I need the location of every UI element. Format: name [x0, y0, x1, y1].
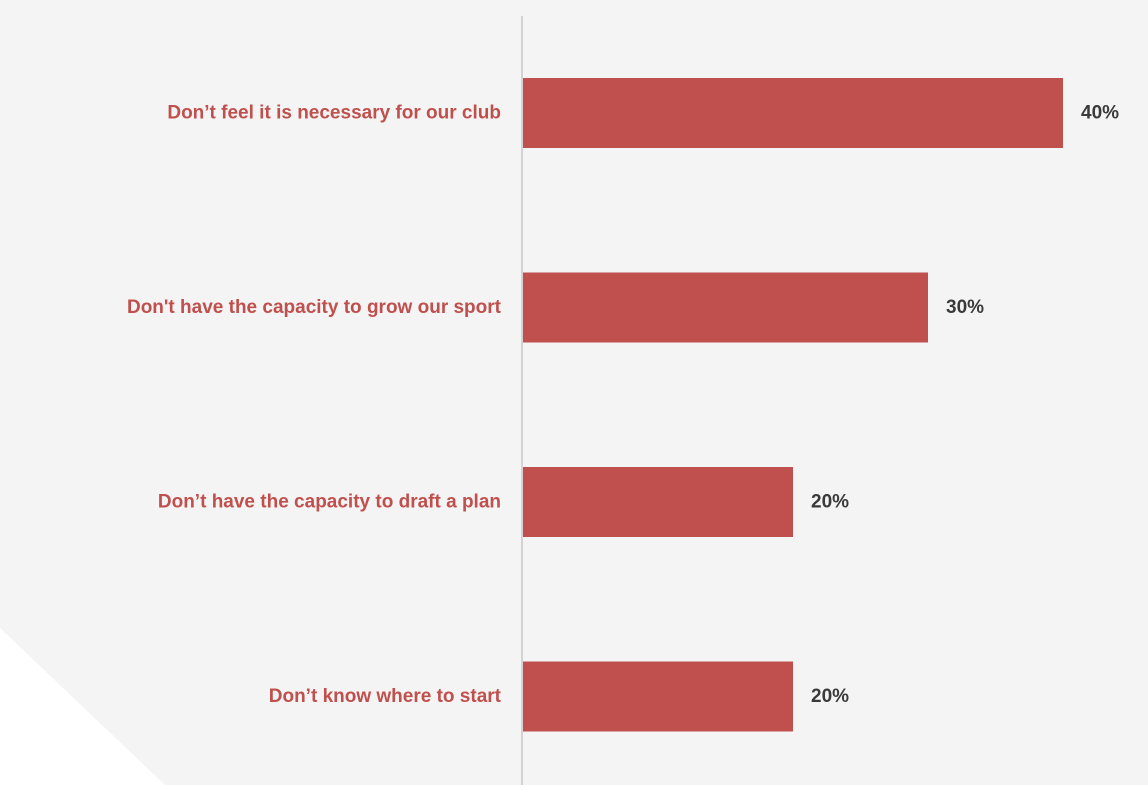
value-label-4: 20%: [811, 686, 849, 707]
category-label-1: Don’t feel it is necessary for our club: [167, 103, 501, 124]
category-label-2: Don't have the capacity to grow our spor…: [127, 297, 502, 318]
bars-group: Don’t feel it is necessary for our club 4…: [127, 78, 1119, 732]
value-label-3: 20%: [811, 492, 849, 513]
value-label-1: 40%: [1081, 103, 1119, 124]
bar-2: [523, 272, 928, 343]
decorative-corner-shape: [0, 628, 165, 785]
category-label-4: Don’t know where to start: [269, 686, 502, 707]
bar-4: [523, 661, 793, 732]
bar-1: [523, 78, 1063, 148]
bar-3: [523, 467, 793, 537]
category-label-3: Don’t have the capacity to draft a plan: [158, 492, 501, 513]
value-label-2: 30%: [946, 297, 984, 318]
